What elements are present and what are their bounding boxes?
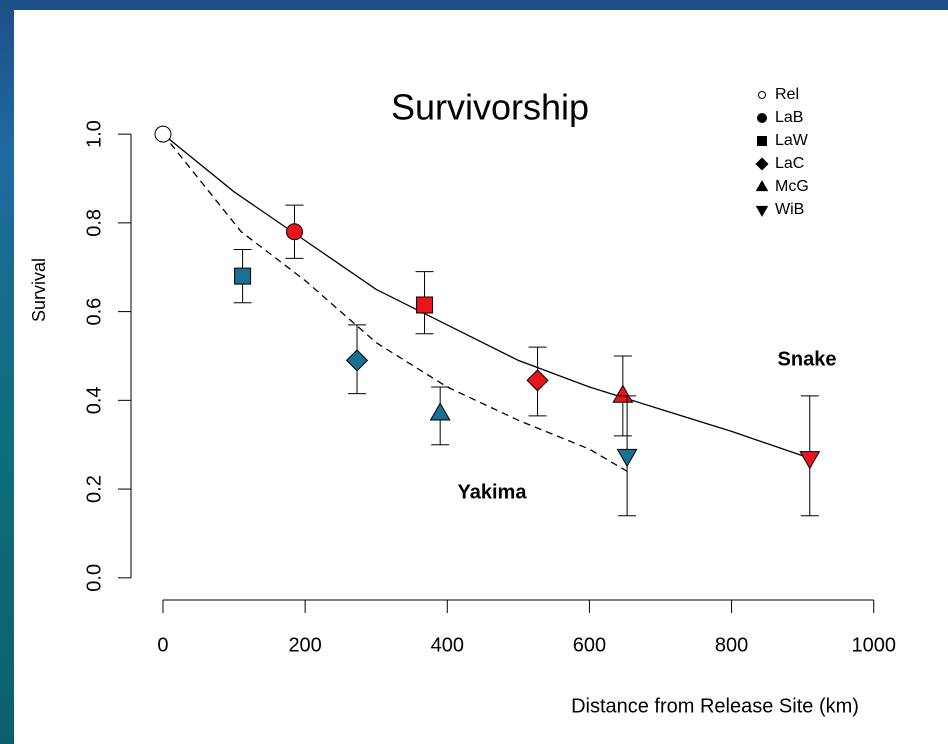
x-tick-label: 1000 [851, 634, 896, 656]
x-tick-label: 200 [288, 634, 321, 656]
legend-marker [755, 205, 769, 217]
y-tick-label: 0.0 [83, 564, 105, 592]
x-tick-label: 400 [431, 634, 464, 656]
x-tick-label: 600 [573, 634, 606, 656]
legend-marker [757, 136, 767, 146]
point [154, 125, 172, 143]
point [612, 384, 634, 403]
legend-label: WiB [775, 201, 804, 218]
fit-line [162, 133, 628, 472]
point [526, 369, 549, 392]
y-tick-label: 0.2 [83, 475, 105, 503]
y-tick-label: 0.8 [83, 209, 105, 237]
point [416, 296, 434, 314]
point [345, 349, 369, 372]
point [285, 223, 303, 241]
legend-label: LaB [775, 109, 803, 126]
y-tick-label: 0.4 [83, 386, 105, 414]
point [799, 451, 821, 470]
legend-marker [757, 113, 767, 123]
legend-marker [755, 157, 769, 171]
fit-line [162, 133, 803, 457]
series-annotation: Snake [778, 348, 837, 370]
y-tick-label: 0.6 [83, 298, 105, 326]
legend-label: LaW [775, 132, 809, 149]
point [429, 402, 451, 421]
point [234, 267, 252, 285]
y-tick-label: 1.0 [83, 120, 105, 148]
legend-label: McG [775, 178, 809, 195]
chart-title: Survivorship [391, 87, 589, 128]
legend-label: Rel [775, 86, 799, 103]
x-tick-label: 0 [157, 634, 168, 656]
legend-marker [755, 180, 769, 192]
x-axis-label: Distance from Release Site (km) [571, 695, 859, 717]
x-tick-label: 800 [715, 634, 748, 656]
y-axis-label: Survival [29, 258, 49, 322]
series-annotation: Yakima [458, 481, 528, 503]
legend-marker [758, 91, 766, 99]
point [616, 448, 638, 468]
legend-label: LaC [775, 155, 804, 172]
